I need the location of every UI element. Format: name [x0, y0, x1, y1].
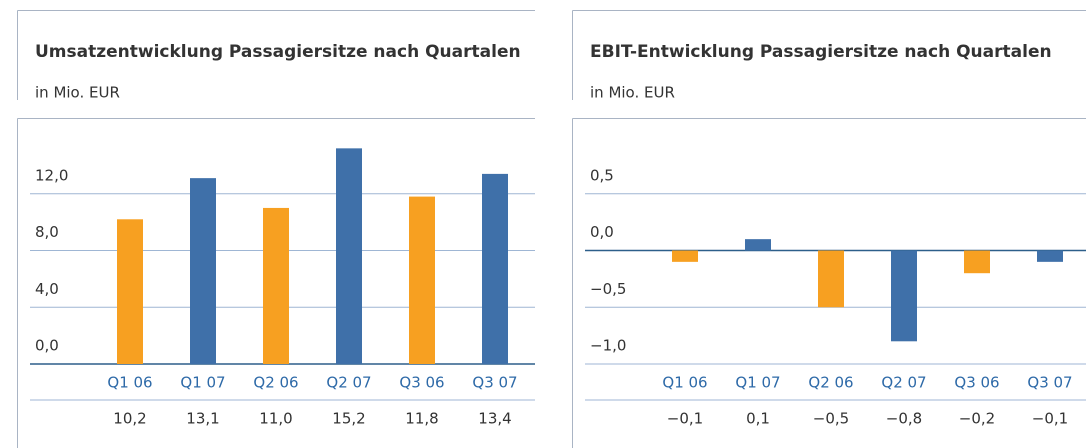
x-tick-label: Q2 07	[881, 374, 926, 392]
x-tick-label: Q2 06	[808, 374, 853, 392]
bar	[745, 239, 771, 251]
bar	[964, 250, 990, 274]
bar	[336, 148, 362, 364]
value-label: 13,4	[478, 410, 511, 428]
value-label: −0,8	[886, 410, 922, 428]
x-tick-label: Q2 06	[253, 374, 298, 392]
y-tick-label: −1,0	[590, 337, 626, 355]
x-tick-label: Q1 06	[662, 374, 707, 392]
value-label: 13,1	[186, 410, 219, 428]
value-label: −0,2	[959, 410, 995, 428]
x-tick-label: Q2 07	[326, 374, 371, 392]
y-tick-label: 0,0	[590, 223, 614, 241]
value-label: 0,1	[746, 410, 770, 428]
x-tick-label: Q3 06	[954, 374, 999, 392]
value-label: 15,2	[332, 410, 365, 428]
left-frame	[17, 10, 535, 448]
value-label: 10,2	[113, 410, 146, 428]
bar	[190, 178, 216, 364]
bar	[672, 250, 698, 262]
y-tick-label: −0,5	[590, 280, 626, 298]
bar	[891, 250, 917, 342]
value-label: 11,8	[405, 410, 438, 428]
bar	[117, 219, 143, 364]
chart-title: EBIT-Entwicklung Passagiersitze nach Qua…	[590, 42, 1052, 62]
x-tick-label: Q1 06	[107, 374, 152, 392]
frames	[17, 10, 1086, 448]
y-tick-label: 4,0	[35, 280, 59, 298]
value-label: −0,5	[813, 410, 849, 428]
value-label: 11,0	[259, 410, 292, 428]
chart-subtitle: in Mio. EUR	[35, 84, 120, 102]
value-label: −0,1	[1032, 410, 1068, 428]
value-label: −0,1	[667, 410, 703, 428]
x-tick-label: Q1 07	[180, 374, 225, 392]
x-tick-label: Q3 07	[472, 374, 517, 392]
x-tick-label: Q1 07	[735, 374, 780, 392]
y-tick-label: 0,5	[590, 166, 614, 184]
y-tick-label: 0,0	[35, 337, 59, 355]
bar	[1037, 250, 1063, 262]
bar	[263, 207, 289, 364]
bar	[409, 196, 435, 364]
x-tick-label: Q3 07	[1027, 374, 1072, 392]
chart-subtitle: in Mio. EUR	[590, 84, 675, 102]
bar	[482, 173, 508, 364]
y-tick-label: 12,0	[35, 166, 68, 184]
right-frame	[572, 10, 1086, 448]
y-tick-label: 8,0	[35, 223, 59, 241]
bar	[818, 250, 844, 308]
x-tick-label: Q3 06	[399, 374, 444, 392]
chart-title: Umsatzentwicklung Passagiersitze nach Qu…	[35, 42, 521, 62]
